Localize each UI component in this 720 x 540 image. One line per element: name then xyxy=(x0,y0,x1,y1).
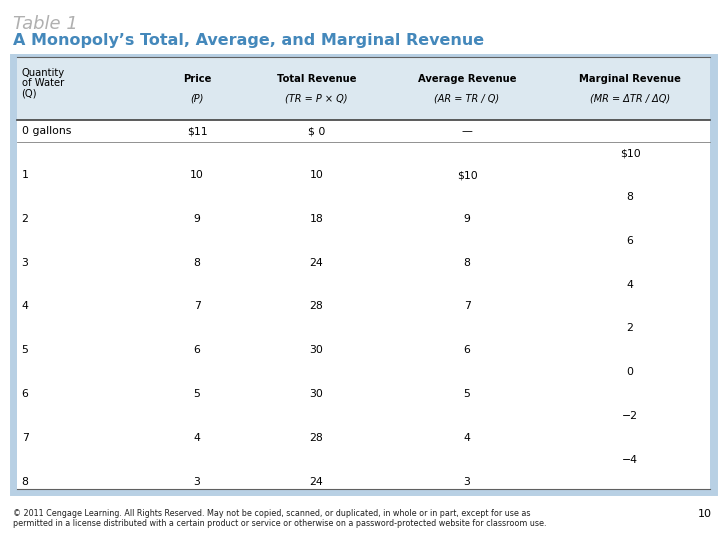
Text: 4: 4 xyxy=(22,301,29,312)
Text: (TR = P × Q): (TR = P × Q) xyxy=(285,93,348,103)
Text: −4: −4 xyxy=(622,455,638,464)
Text: $10: $10 xyxy=(456,170,477,180)
Text: 10: 10 xyxy=(190,170,204,180)
Text: 8: 8 xyxy=(22,476,29,487)
Text: 2: 2 xyxy=(22,214,29,224)
Text: (Q): (Q) xyxy=(22,89,37,99)
Text: 6: 6 xyxy=(22,389,29,399)
Text: Table 1: Table 1 xyxy=(13,15,78,33)
Text: $10: $10 xyxy=(620,148,641,158)
Text: © 2011 Cengage Learning. All Rights Reserved. May not be copied, scanned, or dup: © 2011 Cengage Learning. All Rights Rese… xyxy=(13,509,546,528)
Text: (P): (P) xyxy=(190,93,204,103)
Text: Quantity: Quantity xyxy=(22,69,65,78)
Text: 10: 10 xyxy=(310,170,323,180)
Text: 24: 24 xyxy=(310,258,323,268)
Text: 24: 24 xyxy=(310,476,323,487)
Text: 0 gallons: 0 gallons xyxy=(22,126,71,137)
Text: Total Revenue: Total Revenue xyxy=(276,74,356,84)
Text: 4: 4 xyxy=(464,433,470,443)
Text: 3: 3 xyxy=(194,476,200,487)
Text: 9: 9 xyxy=(194,214,200,224)
Text: 8: 8 xyxy=(464,258,470,268)
Text: 0: 0 xyxy=(626,367,634,377)
Text: 3: 3 xyxy=(464,476,470,487)
Text: Average Revenue: Average Revenue xyxy=(418,74,516,84)
Text: 6: 6 xyxy=(464,345,470,355)
Text: 7: 7 xyxy=(194,301,200,312)
Text: 3: 3 xyxy=(22,258,29,268)
Text: Price: Price xyxy=(183,74,211,84)
Text: 4: 4 xyxy=(194,433,200,443)
Text: 30: 30 xyxy=(310,345,323,355)
Text: 18: 18 xyxy=(310,214,323,224)
Text: 28: 28 xyxy=(310,433,323,443)
Text: 5: 5 xyxy=(464,389,470,399)
Text: 30: 30 xyxy=(310,389,323,399)
Text: 28: 28 xyxy=(310,301,323,312)
Text: 5: 5 xyxy=(22,345,29,355)
Text: 9: 9 xyxy=(464,214,470,224)
Text: 5: 5 xyxy=(194,389,200,399)
Text: (MR = ΔTR / ΔQ): (MR = ΔTR / ΔQ) xyxy=(590,93,670,103)
Text: 4: 4 xyxy=(626,280,634,289)
Text: 6: 6 xyxy=(626,236,634,246)
Text: 6: 6 xyxy=(194,345,200,355)
Text: 7: 7 xyxy=(22,433,29,443)
Text: $ 0: $ 0 xyxy=(307,126,325,137)
Text: Marginal Revenue: Marginal Revenue xyxy=(579,74,681,84)
Text: (AR = TR / Q): (AR = TR / Q) xyxy=(434,93,500,103)
Text: 10: 10 xyxy=(698,509,711,519)
Text: −2: −2 xyxy=(622,411,638,421)
Text: 7: 7 xyxy=(464,301,470,312)
Text: 8: 8 xyxy=(626,192,634,202)
Text: A Monopoly’s Total, Average, and Marginal Revenue: A Monopoly’s Total, Average, and Margina… xyxy=(13,33,484,49)
Text: of Water: of Water xyxy=(22,78,64,88)
Text: 8: 8 xyxy=(194,258,200,268)
Text: 1: 1 xyxy=(22,170,29,180)
Text: —: — xyxy=(462,126,472,137)
Text: 2: 2 xyxy=(626,323,634,333)
Text: $11: $11 xyxy=(186,126,207,137)
